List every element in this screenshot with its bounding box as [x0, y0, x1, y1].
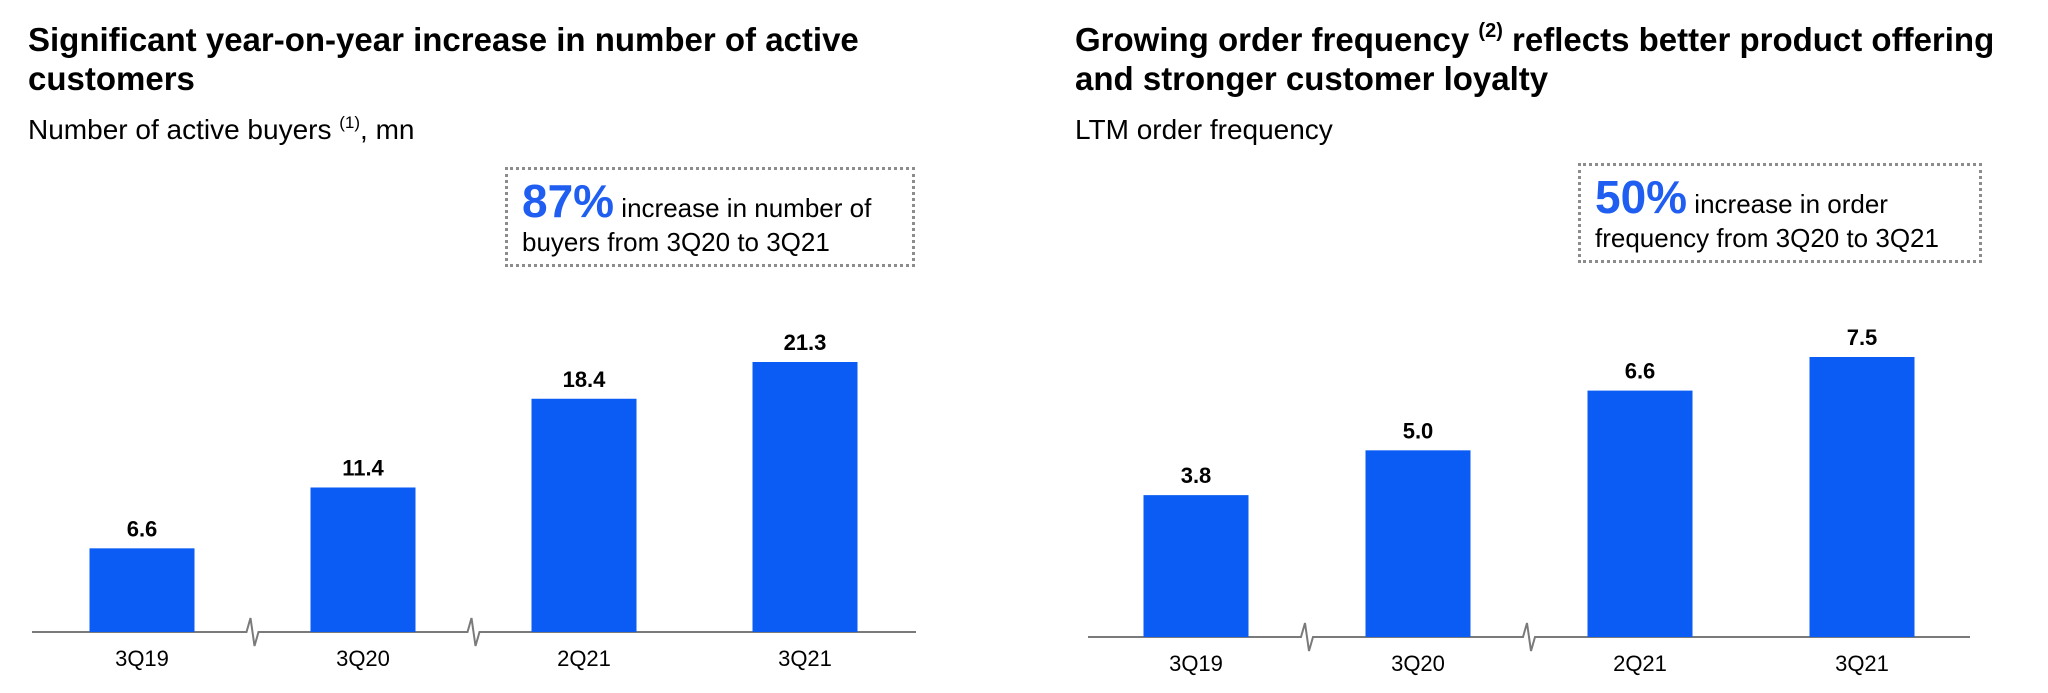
growth-percentage: 87% — [522, 175, 615, 227]
tick-label: 3Q21 — [1835, 651, 1889, 676]
chart-title-line1: Significant year-on-year increase in num… — [28, 21, 859, 58]
callout-line2: frequency from 3Q20 to 3Q21 — [1595, 223, 1939, 253]
data-label: 6.6 — [127, 516, 158, 541]
axis-break-marker — [1293, 622, 1321, 652]
bar-3Q20 — [1365, 450, 1471, 637]
chart-title-line2: and stronger customer loyalty — [1075, 60, 1549, 97]
axis-break-marker — [238, 617, 267, 647]
tick-label: 3Q19 — [1169, 651, 1223, 676]
chart-title: Growing order frequency (2) reflects bet… — [1075, 20, 1994, 98]
tick-label: 2Q21 — [557, 646, 611, 671]
bar-2Q21 — [531, 398, 637, 632]
footnote-ref: (1) — [339, 113, 361, 132]
chart-subtitle: LTM order frequency — [1075, 114, 1333, 145]
bar-2Q21 — [1587, 390, 1693, 637]
bar-chart-order-frequency: 3.8 3Q19 5.0 3Q20 6.6 2Q21 7.5 3Q21 — [1088, 325, 1970, 676]
data-label: 6.6 — [1625, 359, 1656, 384]
bar-chart-active-buyers: 6.6 3Q19 11.4 3Q20 18.4 2Q21 21.3 3Q21 — [32, 330, 916, 671]
growth-callout: 87% increase in number of buyers from 3Q… — [505, 167, 915, 267]
bar-3Q19 — [1143, 495, 1249, 637]
callout-line1: increase in number of — [614, 193, 872, 223]
chart-title: Significant year-on-year increase in num… — [28, 20, 859, 98]
axis-break-marker — [459, 617, 488, 647]
tick-label: 3Q20 — [1391, 651, 1445, 676]
callout-line1: increase in order — [1687, 189, 1888, 219]
tick-label: 3Q20 — [336, 646, 390, 671]
right-chart-panel: Growing order frequency (2) reflects bet… — [1050, 0, 2048, 693]
chart-title-line2: customers — [28, 60, 195, 97]
data-label: 11.4 — [342, 455, 384, 480]
growth-callout: 50% increase in order frequency from 3Q2… — [1578, 163, 1982, 263]
axis-break-marker — [1515, 622, 1543, 652]
bar-3Q20 — [310, 487, 416, 632]
callout-line2: buyers from 3Q20 to 3Q21 — [522, 227, 830, 257]
chart-title-text: Growing order frequency — [1075, 21, 1470, 58]
subtitle-unit: , mn — [360, 114, 415, 145]
data-label: 21.3 — [784, 330, 827, 355]
subtitle-text: Number of active buyers — [28, 114, 332, 145]
data-label: 18.4 — [563, 367, 607, 392]
left-chart-panel: Significant year-on-year increase in num… — [28, 20, 916, 671]
tick-label: 3Q21 — [778, 646, 832, 671]
footnote-ref: (2) — [1478, 20, 1503, 42]
bar-3Q21 — [1809, 357, 1915, 637]
tick-label: 3Q19 — [115, 646, 169, 671]
data-label: 5.0 — [1403, 418, 1434, 443]
tick-label: 2Q21 — [1613, 651, 1667, 676]
data-label: 7.5 — [1847, 325, 1878, 350]
bar-3Q19 — [89, 548, 195, 632]
data-label: 3.8 — [1181, 463, 1212, 488]
bar-3Q21 — [752, 362, 858, 632]
growth-percentage: 50% — [1595, 171, 1688, 223]
chart-title-rest: reflects better product offering — [1502, 21, 1995, 58]
chart-subtitle: Number of active buyers (1), mn — [28, 114, 415, 146]
